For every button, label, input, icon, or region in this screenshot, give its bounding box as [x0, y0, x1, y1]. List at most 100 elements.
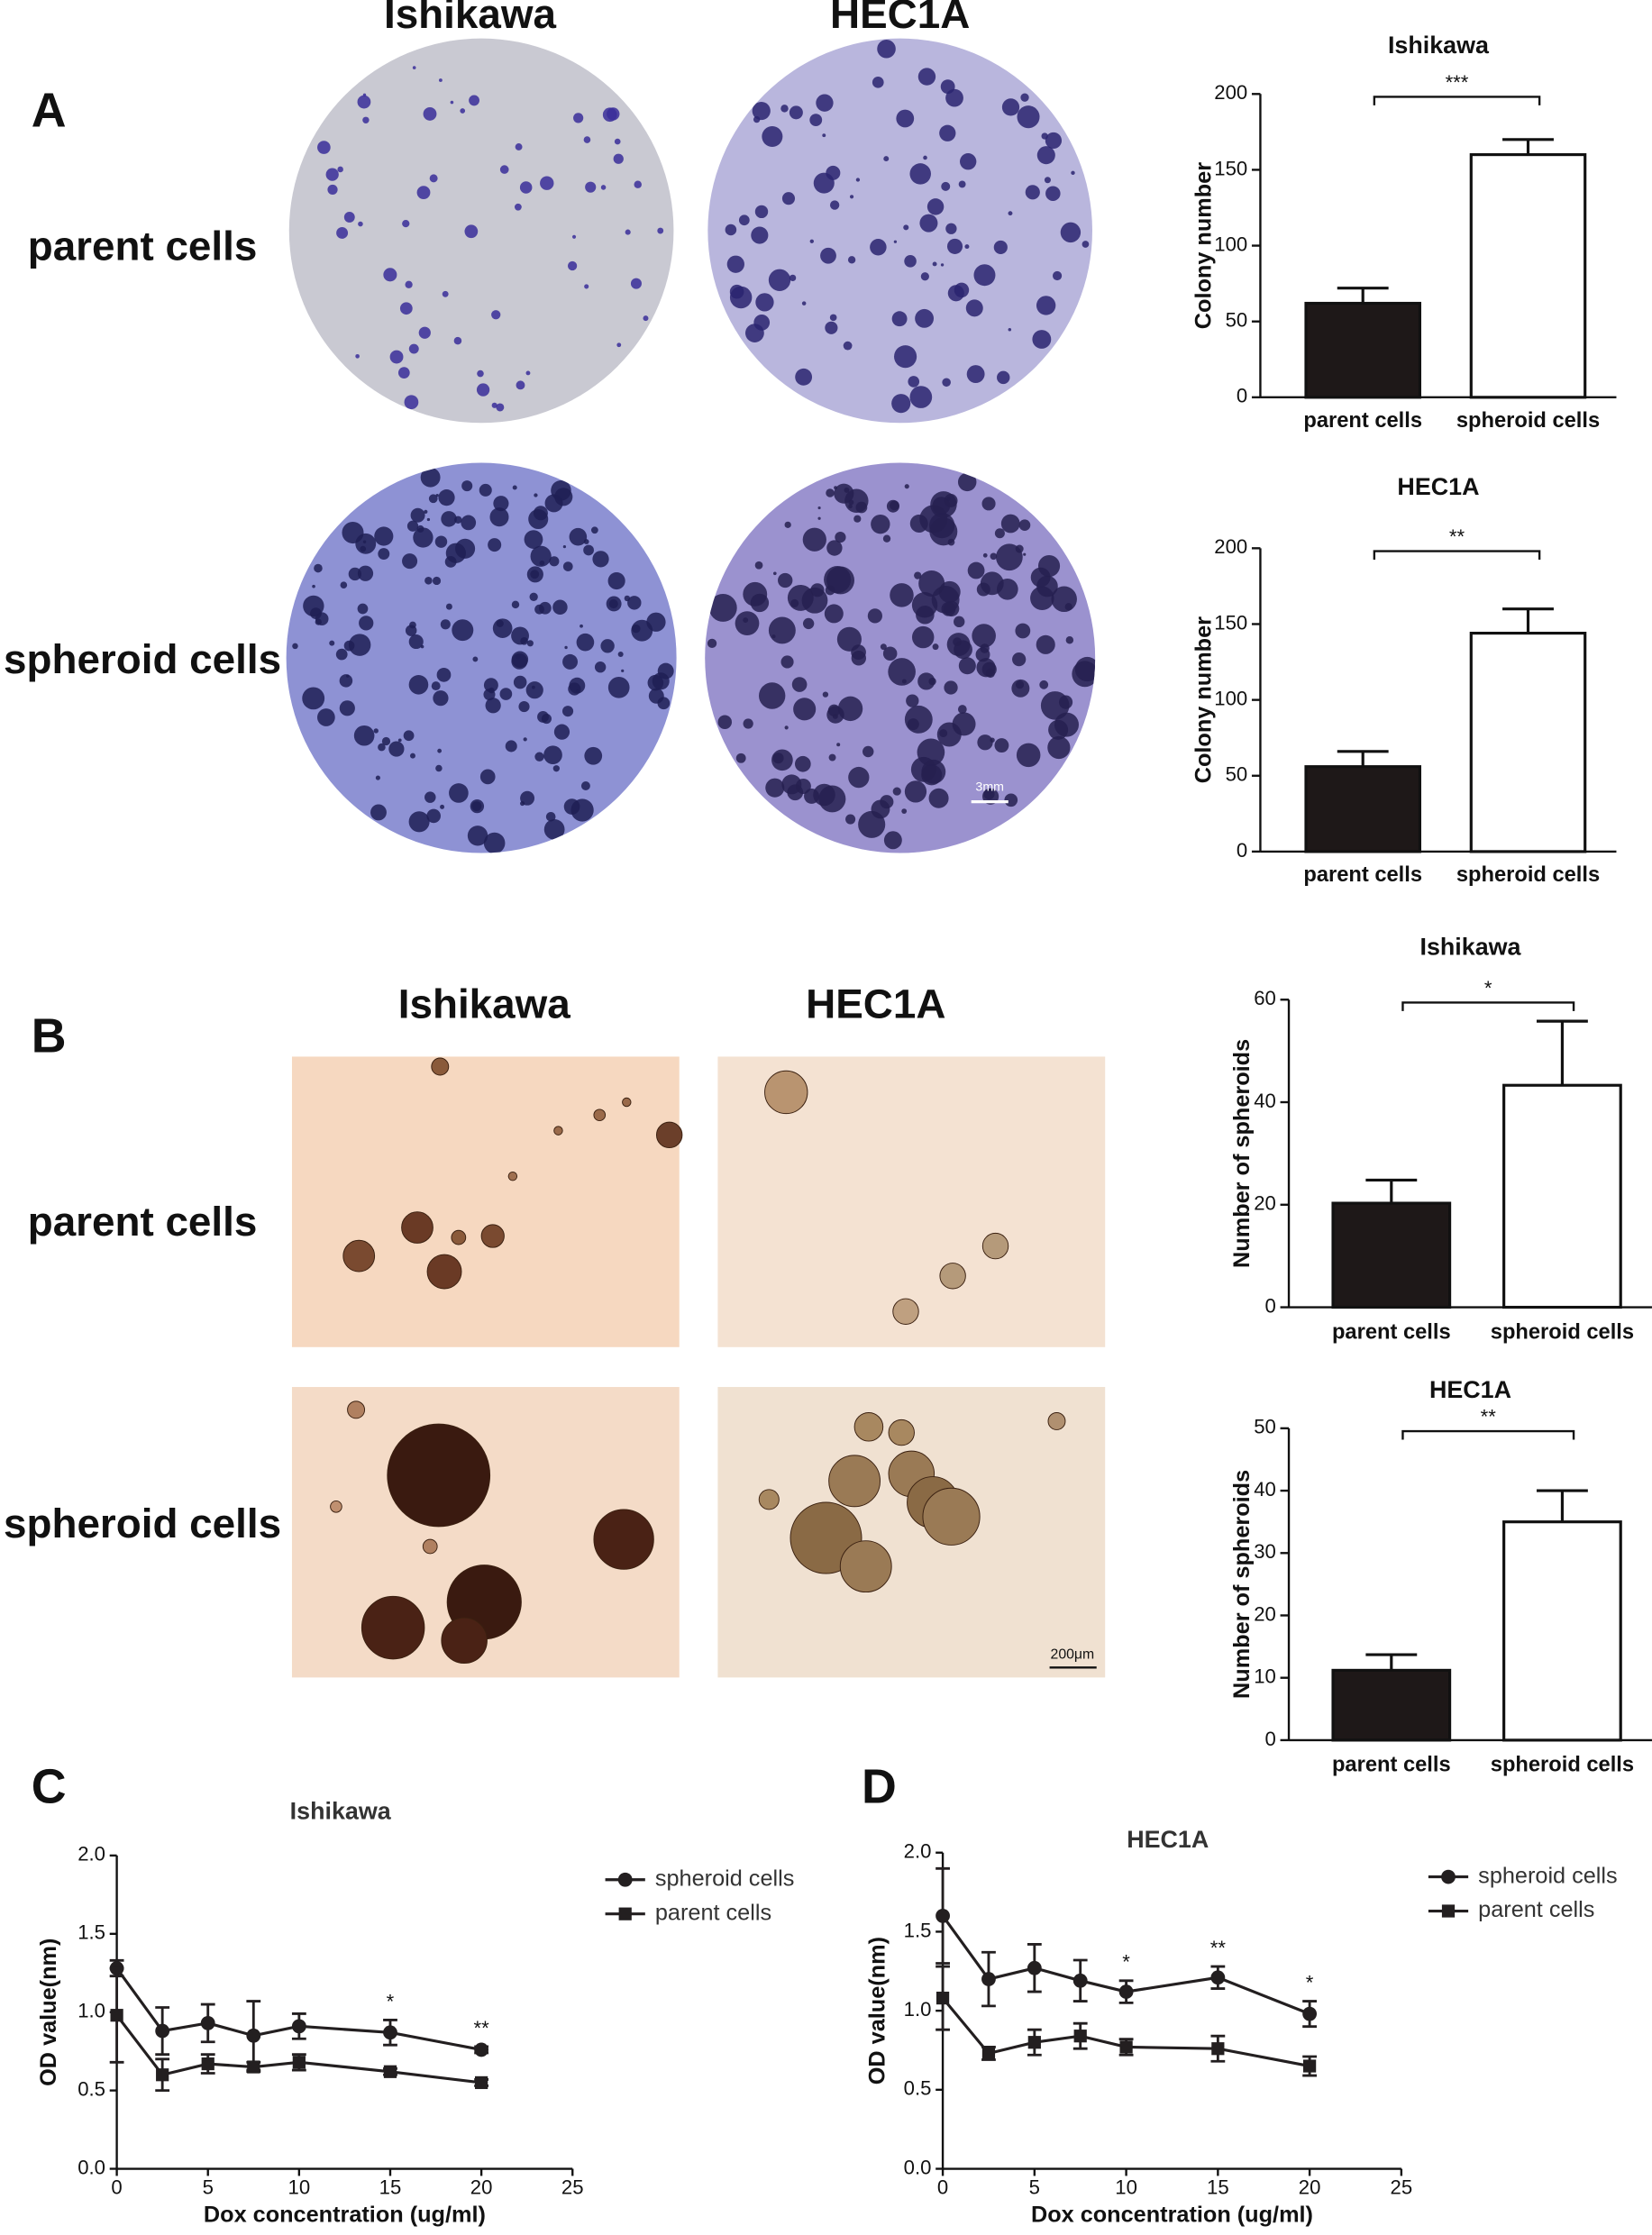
colony [543, 818, 565, 840]
colony [424, 791, 436, 803]
x-tick-label: 20 [470, 2176, 493, 2198]
spheroid [507, 1171, 518, 1181]
colony [919, 214, 938, 233]
plate [705, 462, 1096, 853]
colony [616, 342, 622, 348]
colony [511, 600, 520, 609]
marker [1302, 2059, 1317, 2073]
colony [469, 95, 479, 106]
colony [580, 781, 590, 790]
colony [1012, 652, 1027, 667]
colony [1000, 514, 1020, 534]
x-tick-label: 0 [111, 2176, 122, 2198]
colony [848, 504, 853, 509]
colony [348, 634, 371, 656]
marker [475, 2075, 488, 2090]
colony [483, 832, 506, 853]
significance-bracket [1401, 1429, 1575, 1440]
colony [460, 108, 466, 114]
colony [708, 593, 737, 622]
colony [617, 651, 624, 658]
colony [870, 239, 887, 256]
colony [944, 680, 958, 695]
colony [499, 688, 513, 700]
colony [405, 280, 413, 288]
colony [493, 496, 509, 512]
colony [816, 94, 834, 112]
colony [789, 105, 803, 120]
bar [1304, 765, 1421, 853]
colony [809, 239, 814, 243]
colony [337, 166, 343, 173]
y-tick-label: 1.5 [78, 1921, 105, 1944]
colony [402, 219, 410, 228]
colony [940, 263, 945, 267]
colony [437, 748, 443, 753]
bar [1502, 1520, 1622, 1742]
significance-bracket [1401, 1001, 1575, 1011]
colony [707, 638, 717, 649]
colony [725, 224, 737, 236]
colony [882, 646, 898, 661]
colony [571, 234, 577, 239]
colony [569, 527, 588, 546]
marker [1027, 1960, 1042, 1975]
colony [491, 310, 501, 320]
colony [911, 592, 938, 618]
colony [583, 136, 591, 143]
colony [928, 788, 949, 808]
colony [359, 616, 374, 631]
colony [1036, 634, 1055, 654]
colony [781, 192, 796, 205]
marker [292, 2056, 306, 2069]
colony [416, 525, 424, 533]
marker [110, 2009, 123, 2022]
column-label: Ishikawa [398, 981, 571, 1026]
colony [573, 113, 584, 123]
colony [822, 691, 829, 698]
significance-label: * [1306, 1971, 1314, 1993]
colony [564, 645, 568, 650]
colony [1065, 636, 1074, 644]
colony [904, 484, 909, 489]
colony [1048, 719, 1069, 740]
spheroid [764, 1070, 808, 1115]
colony [479, 483, 492, 497]
colony [1017, 105, 1040, 129]
colony [315, 618, 322, 625]
marker [156, 2068, 169, 2082]
colony [625, 229, 631, 235]
bar [1304, 301, 1421, 399]
colony [410, 507, 425, 523]
marker [291, 2019, 306, 2034]
colony [743, 718, 753, 729]
marker [246, 2028, 261, 2043]
spheroid [347, 1400, 366, 1419]
marker [474, 2042, 489, 2057]
colony [901, 679, 907, 684]
significance-label: ** [1449, 525, 1465, 548]
colony [787, 784, 804, 801]
x-tick-label: spheroid cells [1456, 409, 1600, 433]
colony [883, 156, 890, 162]
colony [745, 324, 764, 342]
colony [845, 814, 856, 825]
x-tick-label: parent cells [1303, 863, 1422, 887]
colony [946, 497, 951, 501]
column-label: HEC1A [830, 0, 970, 37]
colony [551, 480, 571, 501]
colony [355, 353, 360, 359]
colony [1008, 327, 1012, 332]
colony [877, 39, 896, 59]
colony [435, 764, 443, 772]
row-label: parent cells [28, 224, 258, 269]
colony [904, 705, 933, 734]
x-tick-label: 15 [1207, 2176, 1229, 2198]
spheroids [330, 1057, 1066, 1665]
colony [793, 698, 817, 721]
colony [513, 675, 527, 689]
colony [643, 315, 649, 322]
colony [801, 587, 828, 614]
colony [1018, 519, 1031, 532]
